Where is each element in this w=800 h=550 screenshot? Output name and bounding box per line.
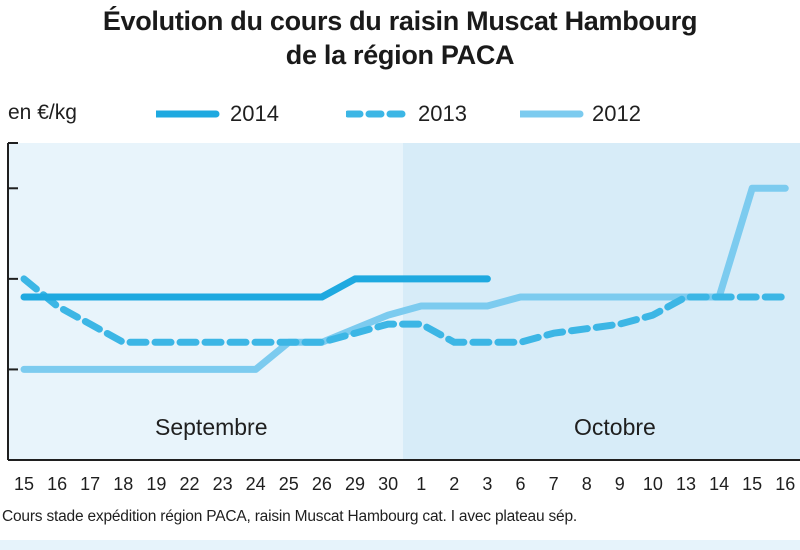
x-tick-label: 2 xyxy=(449,474,459,494)
month-label-octobre: Octobre xyxy=(574,414,656,440)
x-tick-label: 3 xyxy=(482,474,492,494)
x-tick-label: 13 xyxy=(676,474,696,494)
legend-label-2014: 2014 xyxy=(230,101,279,126)
x-tick-label: 15 xyxy=(14,474,34,494)
x-tick-label: 16 xyxy=(775,474,795,494)
x-tick-label: 22 xyxy=(179,474,199,494)
axis-layer xyxy=(7,142,800,461)
bottom-band xyxy=(0,540,800,550)
octobre-background xyxy=(403,143,800,460)
x-tick-label: 16 xyxy=(47,474,67,494)
x-tick-label: 1 xyxy=(416,474,426,494)
x-tick-label: 7 xyxy=(549,474,559,494)
series-line-2013 xyxy=(20,275,789,346)
x-tick-label: 19 xyxy=(146,474,166,494)
x-tick-label: 18 xyxy=(113,474,133,494)
series-line-2014 xyxy=(20,275,491,301)
x-tick-label: 17 xyxy=(80,474,100,494)
x-tick-label: 10 xyxy=(643,474,663,494)
source-note: Cours stade expédition région PACA, rais… xyxy=(2,508,578,525)
legend-label-2012: 2012 xyxy=(592,101,641,126)
x-tick-label: 14 xyxy=(709,474,729,494)
x-tick-label: 25 xyxy=(279,474,299,494)
legend-swatch-2012 xyxy=(520,110,584,118)
chart-title-line-1: Évolution du cours du raisin Muscat Hamb… xyxy=(102,6,698,36)
x-tick-labels: 15 16 17 18 19 22 23 24 25 26 29 30 1 2 3 6 7 8 9 10 13 14 15 1… xyxy=(14,474,795,494)
legend-swatch-2013 xyxy=(346,110,410,118)
chart-title: Évolution du cours du raisin Muscat Hamb… xyxy=(0,4,800,72)
month-label-septembre: Septembre xyxy=(155,414,268,440)
line-chart: 15 16 17 18 19 22 23 24 25 26 29 30 1 2 3 6 7 8 9 10 13 14 15 1… xyxy=(7,142,800,494)
x-tick-label: 9 xyxy=(615,474,625,494)
legend-swatch-2014 xyxy=(156,110,220,118)
x-tick-label: 23 xyxy=(213,474,233,494)
x-tick-label: 24 xyxy=(246,474,266,494)
x-tick-label: 30 xyxy=(378,474,398,494)
x-tick-label: 6 xyxy=(515,474,525,494)
chart-title-line-2: de la région PACA xyxy=(285,40,515,70)
x-tick-label: 29 xyxy=(345,474,365,494)
x-tick-label: 8 xyxy=(582,474,592,494)
x-tick-label: 26 xyxy=(312,474,332,494)
y-axis-unit-label: en €/kg xyxy=(8,101,77,124)
septembre-background xyxy=(8,143,403,460)
series-line-2012 xyxy=(20,184,789,373)
legend-label-2013: 2013 xyxy=(418,101,467,126)
x-tick-label: 15 xyxy=(742,474,762,494)
series-layer xyxy=(20,184,789,373)
